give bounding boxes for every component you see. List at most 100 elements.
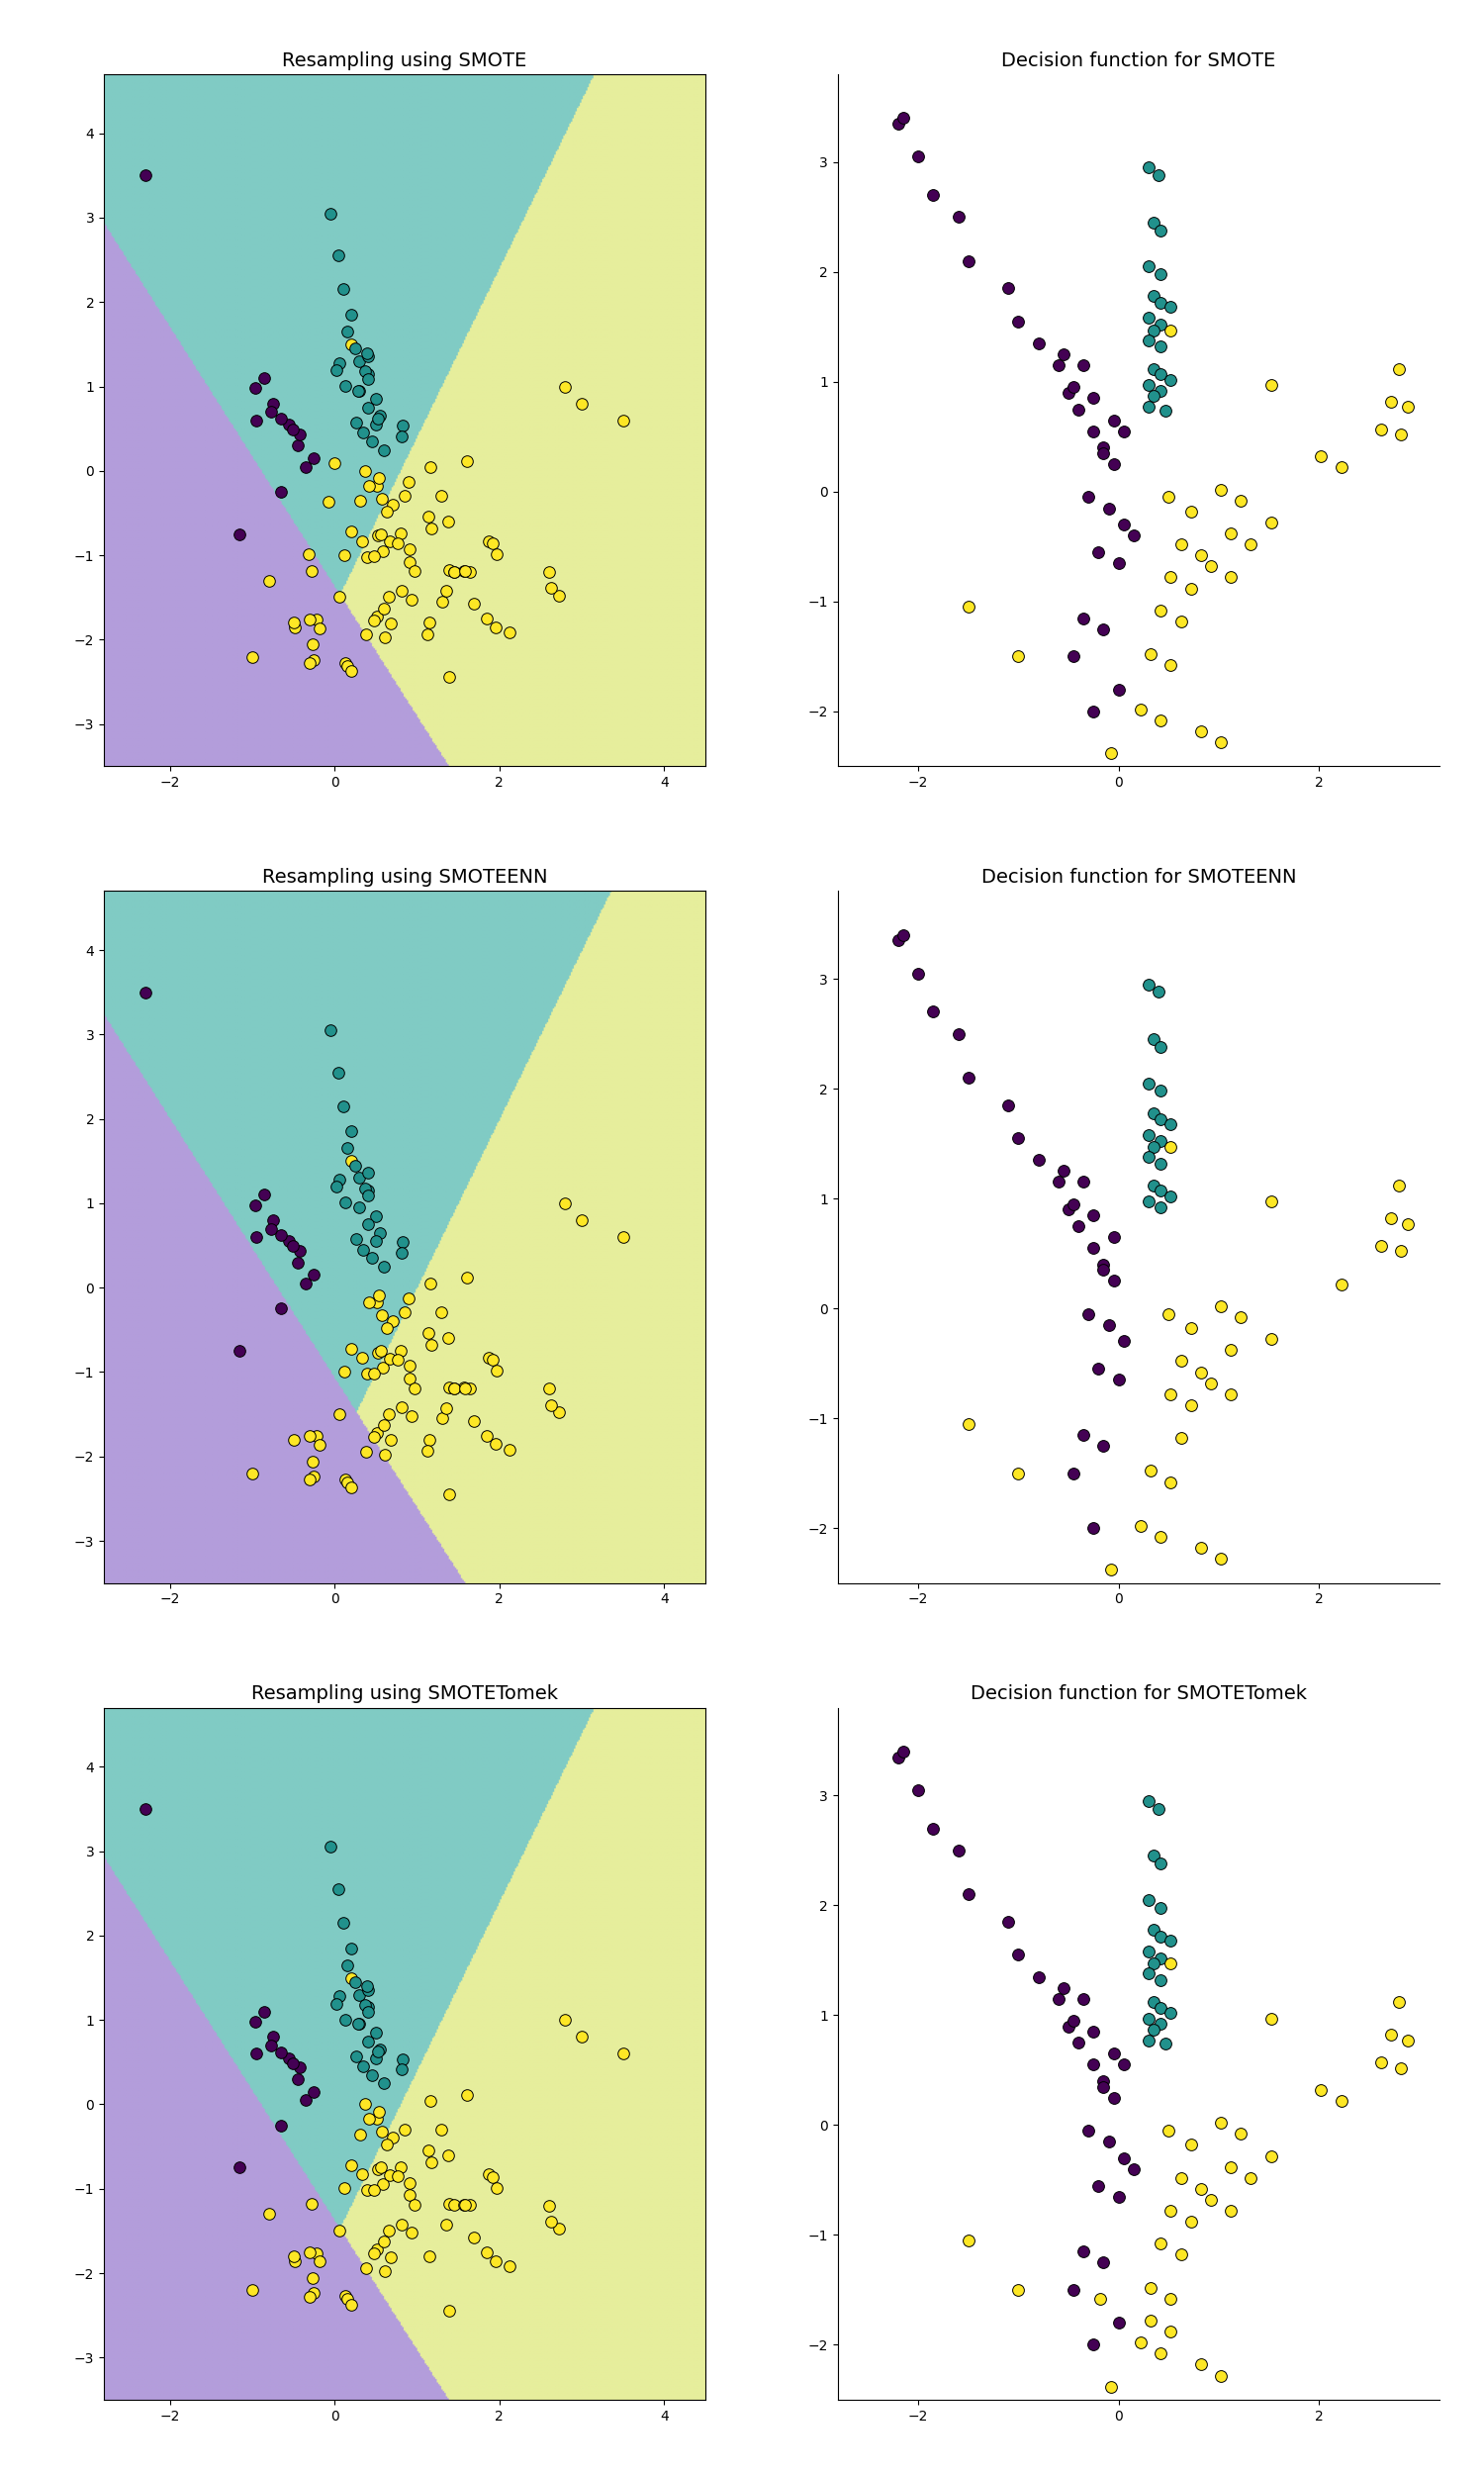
- Point: [1122, 2150, 1146, 2189]
- Point: [372, 1405, 396, 1445]
- Point: [378, 1420, 402, 1460]
- Point: [1082, 1509, 1106, 1549]
- Point: [442, 552, 466, 591]
- Point: [1258, 1183, 1282, 1222]
- Point: [335, 2279, 359, 2318]
- Point: [1112, 411, 1135, 450]
- Point: [368, 2029, 392, 2068]
- Point: [442, 1368, 466, 1408]
- Point: [453, 2185, 476, 2224]
- Point: [362, 2234, 386, 2274]
- Point: [286, 426, 310, 465]
- Point: [537, 2185, 561, 2224]
- Point: [497, 1430, 521, 1470]
- Point: [1189, 2170, 1212, 2209]
- Point: [476, 1338, 500, 1378]
- Point: [1086, 532, 1110, 571]
- Point: [390, 2039, 414, 2078]
- Point: [956, 1403, 979, 1442]
- Point: [1159, 1994, 1183, 2034]
- Point: [451, 2185, 475, 2224]
- Point: [476, 522, 500, 562]
- Point: [459, 2185, 482, 2224]
- Point: [1138, 2301, 1162, 2340]
- Point: [365, 465, 389, 505]
- Point: [462, 584, 485, 623]
- Point: [1159, 2311, 1183, 2350]
- Point: [1137, 965, 1160, 1004]
- Point: [947, 1831, 971, 1870]
- Point: [1258, 2135, 1282, 2175]
- Point: [340, 2145, 364, 2185]
- Point: [1159, 1920, 1183, 1959]
- Point: [280, 411, 304, 450]
- Point: [364, 2039, 387, 2078]
- Point: [1089, 2279, 1113, 2318]
- Point: [1027, 1141, 1051, 1180]
- Point: [298, 599, 322, 638]
- Point: [1209, 1539, 1233, 1578]
- Point: [1209, 1286, 1233, 1326]
- Point: [390, 406, 414, 445]
- Point: [367, 398, 390, 438]
- Point: [390, 2051, 414, 2091]
- Point: [1149, 255, 1172, 294]
- Point: [438, 658, 462, 698]
- Point: [386, 1341, 410, 1380]
- Point: [372, 589, 396, 628]
- Point: [1027, 1957, 1051, 1997]
- Point: [1071, 1979, 1095, 2019]
- Point: [370, 2147, 393, 2187]
- Point: [353, 2086, 377, 2125]
- Point: [417, 1314, 441, 1353]
- Point: [1101, 2034, 1125, 2073]
- Point: [1169, 1418, 1193, 1457]
- Point: [390, 1222, 414, 1262]
- Point: [396, 1279, 420, 1319]
- Point: [340, 1957, 364, 1997]
- Point: [1159, 287, 1183, 327]
- Point: [355, 1967, 378, 2006]
- Point: [340, 2286, 364, 2326]
- Point: [1229, 480, 1252, 520]
- Point: [353, 450, 377, 490]
- Point: [570, 383, 594, 423]
- Point: [347, 341, 371, 381]
- Point: [353, 351, 377, 391]
- Point: [420, 1326, 444, 1366]
- Point: [892, 915, 916, 955]
- Point: [326, 2212, 350, 2251]
- Point: [1137, 366, 1160, 406]
- Point: [420, 2142, 444, 2182]
- Point: [347, 1974, 371, 2014]
- Point: [269, 1289, 292, 1329]
- Point: [1067, 1207, 1091, 1247]
- Point: [1388, 1982, 1411, 2021]
- Point: [367, 458, 390, 497]
- Point: [1077, 2110, 1101, 2150]
- Point: [377, 576, 401, 616]
- Point: [922, 176, 945, 215]
- Point: [456, 2076, 479, 2115]
- Point: [1071, 346, 1095, 386]
- Point: [1082, 379, 1106, 418]
- Point: [1370, 408, 1393, 448]
- Point: [1137, 1138, 1160, 1178]
- Point: [1218, 1331, 1242, 1371]
- Point: [429, 2110, 453, 2150]
- Point: [1189, 1353, 1212, 1393]
- Point: [340, 1141, 364, 1180]
- Point: [1107, 2303, 1131, 2343]
- Point: [1112, 505, 1135, 544]
- Point: [1149, 1987, 1172, 2026]
- Point: [303, 1254, 326, 1294]
- Point: [922, 992, 945, 1032]
- Point: [1149, 1121, 1172, 1160]
- Point: [356, 1153, 380, 1192]
- Point: [1061, 2001, 1085, 2041]
- Point: [1141, 1836, 1165, 1875]
- Point: [347, 1158, 371, 1197]
- Point: [418, 1420, 442, 1460]
- Point: [367, 1333, 390, 1373]
- Point: [390, 416, 414, 455]
